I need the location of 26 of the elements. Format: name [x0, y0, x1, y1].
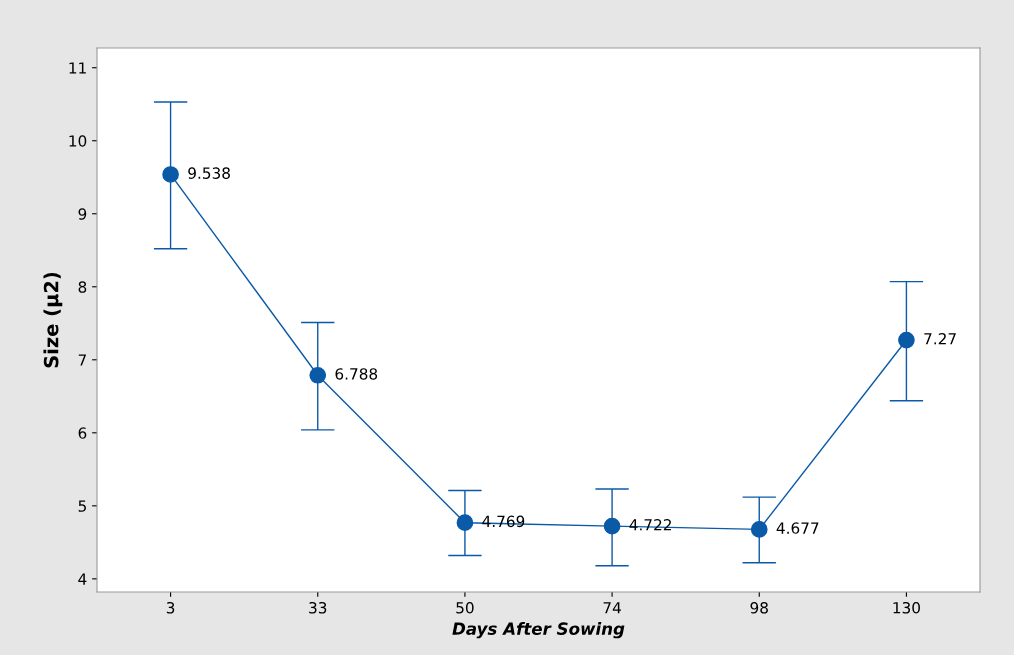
- point: [603, 517, 621, 535]
- x-tick-label: 3: [166, 601, 175, 614]
- point: [309, 366, 327, 384]
- y-tick-label: 7: [78, 354, 86, 366]
- y-tick-label: 8: [78, 281, 87, 293]
- x-tick-label: 50: [456, 601, 474, 614]
- x-tick-label: 130: [893, 601, 920, 614]
- y-tick-label: 10: [69, 135, 87, 147]
- data-label: 6.788: [335, 368, 378, 380]
- point: [456, 514, 474, 532]
- y-tick-label: 6: [78, 427, 87, 439]
- point: [162, 166, 179, 183]
- x-tick-label: 74: [603, 602, 621, 614]
- x-tick-label: 33: [309, 601, 327, 614]
- x-tick-label: 98: [750, 601, 768, 614]
- y-tick-label: 4: [78, 573, 87, 585]
- y-tick-label: 5: [78, 500, 86, 512]
- x-axis-title: Days After Sowing: [452, 622, 625, 639]
- data-label: 7.27: [924, 332, 956, 345]
- y-tick-label: 9: [78, 208, 87, 220]
- y-tick-label: 11: [69, 62, 86, 74]
- data-label: 4.677: [776, 522, 819, 534]
- point: [898, 331, 915, 349]
- y-axis-title: Size (µ2): [43, 272, 63, 368]
- data-label: 9.538: [188, 167, 230, 179]
- point: [750, 521, 768, 538]
